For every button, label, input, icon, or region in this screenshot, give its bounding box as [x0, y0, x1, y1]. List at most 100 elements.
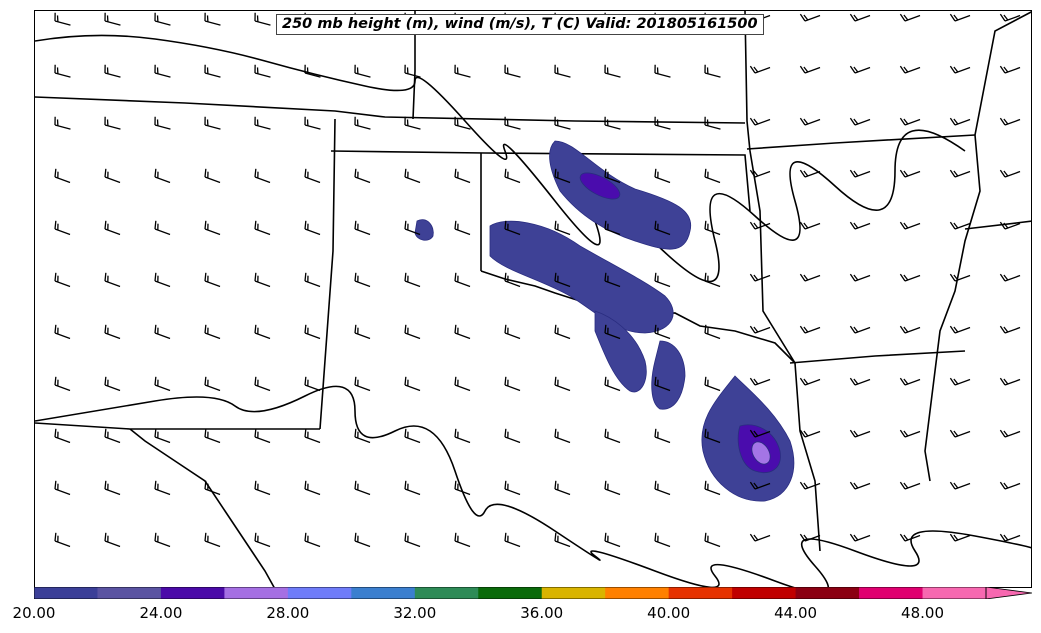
fill-core-north	[579, 172, 621, 200]
wind-barb-icon	[254, 324, 271, 340]
wind-barb-icon	[254, 116, 271, 130]
wind-barb-icon	[999, 65, 1021, 74]
wind-barb-icon	[899, 377, 921, 386]
fill-light-south	[751, 441, 771, 465]
wind-barb-icon	[204, 168, 221, 184]
wind-barb-icon	[704, 64, 721, 78]
colorbar-cell	[34, 587, 98, 599]
colorbar	[34, 587, 1032, 599]
wind-barb-icon	[999, 221, 1021, 230]
colorbar-cell	[732, 587, 797, 599]
wind-barb-icon	[799, 221, 821, 230]
wind-barb-icon	[54, 428, 71, 444]
wind-barb-icon	[849, 273, 871, 282]
wind-barb-icon	[799, 169, 821, 178]
wind-barb-icon	[54, 272, 71, 288]
wind-barb-icon	[799, 377, 821, 386]
wind-barb-icon	[949, 273, 971, 282]
wind-barb-icon	[949, 169, 971, 178]
wind-barb-icon	[899, 117, 921, 126]
wind-barb-icon	[749, 429, 771, 438]
wind-barb-icon	[404, 532, 421, 548]
wind-barb-icon	[949, 377, 971, 386]
colorbar-cell	[541, 587, 606, 599]
wind-barb-icon	[204, 272, 221, 288]
wind-barb-icon	[654, 116, 671, 130]
wind-barb-icon	[749, 325, 771, 334]
wind-barb-icon	[254, 12, 271, 26]
wind-barb-icon	[404, 64, 421, 78]
fill-region-west-dot	[414, 219, 434, 241]
wind-barb-icon	[304, 272, 321, 288]
wind-barb-icon	[654, 168, 671, 184]
wind-barb-icon	[849, 13, 871, 22]
wind-barb-icon	[354, 480, 371, 496]
fill-region-east-blob	[651, 340, 686, 410]
colorbar-cell	[351, 587, 416, 599]
wind-barb-icon	[749, 117, 771, 126]
wind-barb-icon	[104, 168, 121, 184]
wind-barb-icon	[354, 272, 371, 288]
colorbar-cell	[97, 587, 162, 599]
wind-barb-icon	[999, 429, 1021, 438]
wind-barb-icon	[849, 429, 871, 438]
wind-barb-icon	[104, 272, 121, 288]
wind-barb-icon	[504, 220, 521, 236]
fill-region-central	[489, 220, 674, 334]
colorbar-tick-label: 36.00	[520, 604, 564, 622]
wind-barb-icon	[204, 220, 221, 236]
temperature-fill	[414, 140, 795, 502]
wind-barb-icon	[454, 532, 471, 548]
wind-barb-icon	[404, 116, 421, 130]
wind-barb-icon	[304, 220, 321, 236]
wind-barb-icon	[504, 324, 521, 340]
wind-barb-icon	[504, 116, 521, 130]
wind-barb-icon	[504, 376, 521, 392]
wind-barb-icon	[704, 116, 721, 130]
wind-barb-icon	[304, 428, 321, 444]
wind-barb-icon	[404, 168, 421, 184]
wind-barb-icon	[354, 376, 371, 392]
wind-barb-icon	[304, 168, 321, 184]
wind-barb-icon	[154, 428, 171, 444]
wind-barb-icon	[204, 116, 221, 130]
wind-barb-icon	[304, 116, 321, 130]
wind-barb-icon	[849, 325, 871, 334]
wind-barb-icon	[54, 532, 71, 548]
wind-barb-icon	[749, 273, 771, 282]
wind-barb-icon	[899, 429, 921, 438]
colorbar-extend-triangle	[985, 587, 1032, 599]
wind-barb-icon	[54, 116, 71, 130]
wind-barb-icon	[899, 169, 921, 178]
wind-barb-icon	[949, 221, 971, 230]
wind-barb-icon	[404, 220, 421, 236]
wind-barb-icon	[154, 324, 171, 340]
wind-barb-icon	[104, 480, 121, 496]
wind-barb-icon	[849, 377, 871, 386]
wind-barb-icon	[799, 533, 821, 542]
wind-barb-icon	[254, 220, 271, 236]
wind-barb-icon	[849, 117, 871, 126]
wind-barb-icon	[949, 65, 971, 74]
wind-barb-icon	[999, 481, 1021, 490]
wind-barb-icon	[304, 480, 321, 496]
wind-barb-icon	[54, 324, 71, 340]
wind-barb-icon	[999, 325, 1021, 334]
wind-barb-icon	[454, 64, 471, 78]
wind-barb-icon	[354, 116, 371, 130]
wind-barb-icon	[899, 325, 921, 334]
wind-barb-icon	[554, 324, 571, 340]
colorbar-tick-label: 24.00	[139, 604, 183, 622]
wind-barb-icon	[304, 532, 321, 548]
state-boundaries	[35, 11, 1031, 552]
wind-barb-icon	[254, 376, 271, 392]
wind-barb-icon	[454, 220, 471, 236]
colorbar-tick-label: 28.00	[266, 604, 310, 622]
wind-barb-icon	[254, 168, 271, 184]
wind-barb-icon	[999, 169, 1021, 178]
wind-barb-icon	[554, 64, 571, 78]
colorbar-cell	[224, 587, 289, 599]
wind-barb-icon	[104, 12, 121, 26]
wind-barb-icon	[604, 376, 621, 392]
wind-barb-icon	[204, 480, 221, 496]
